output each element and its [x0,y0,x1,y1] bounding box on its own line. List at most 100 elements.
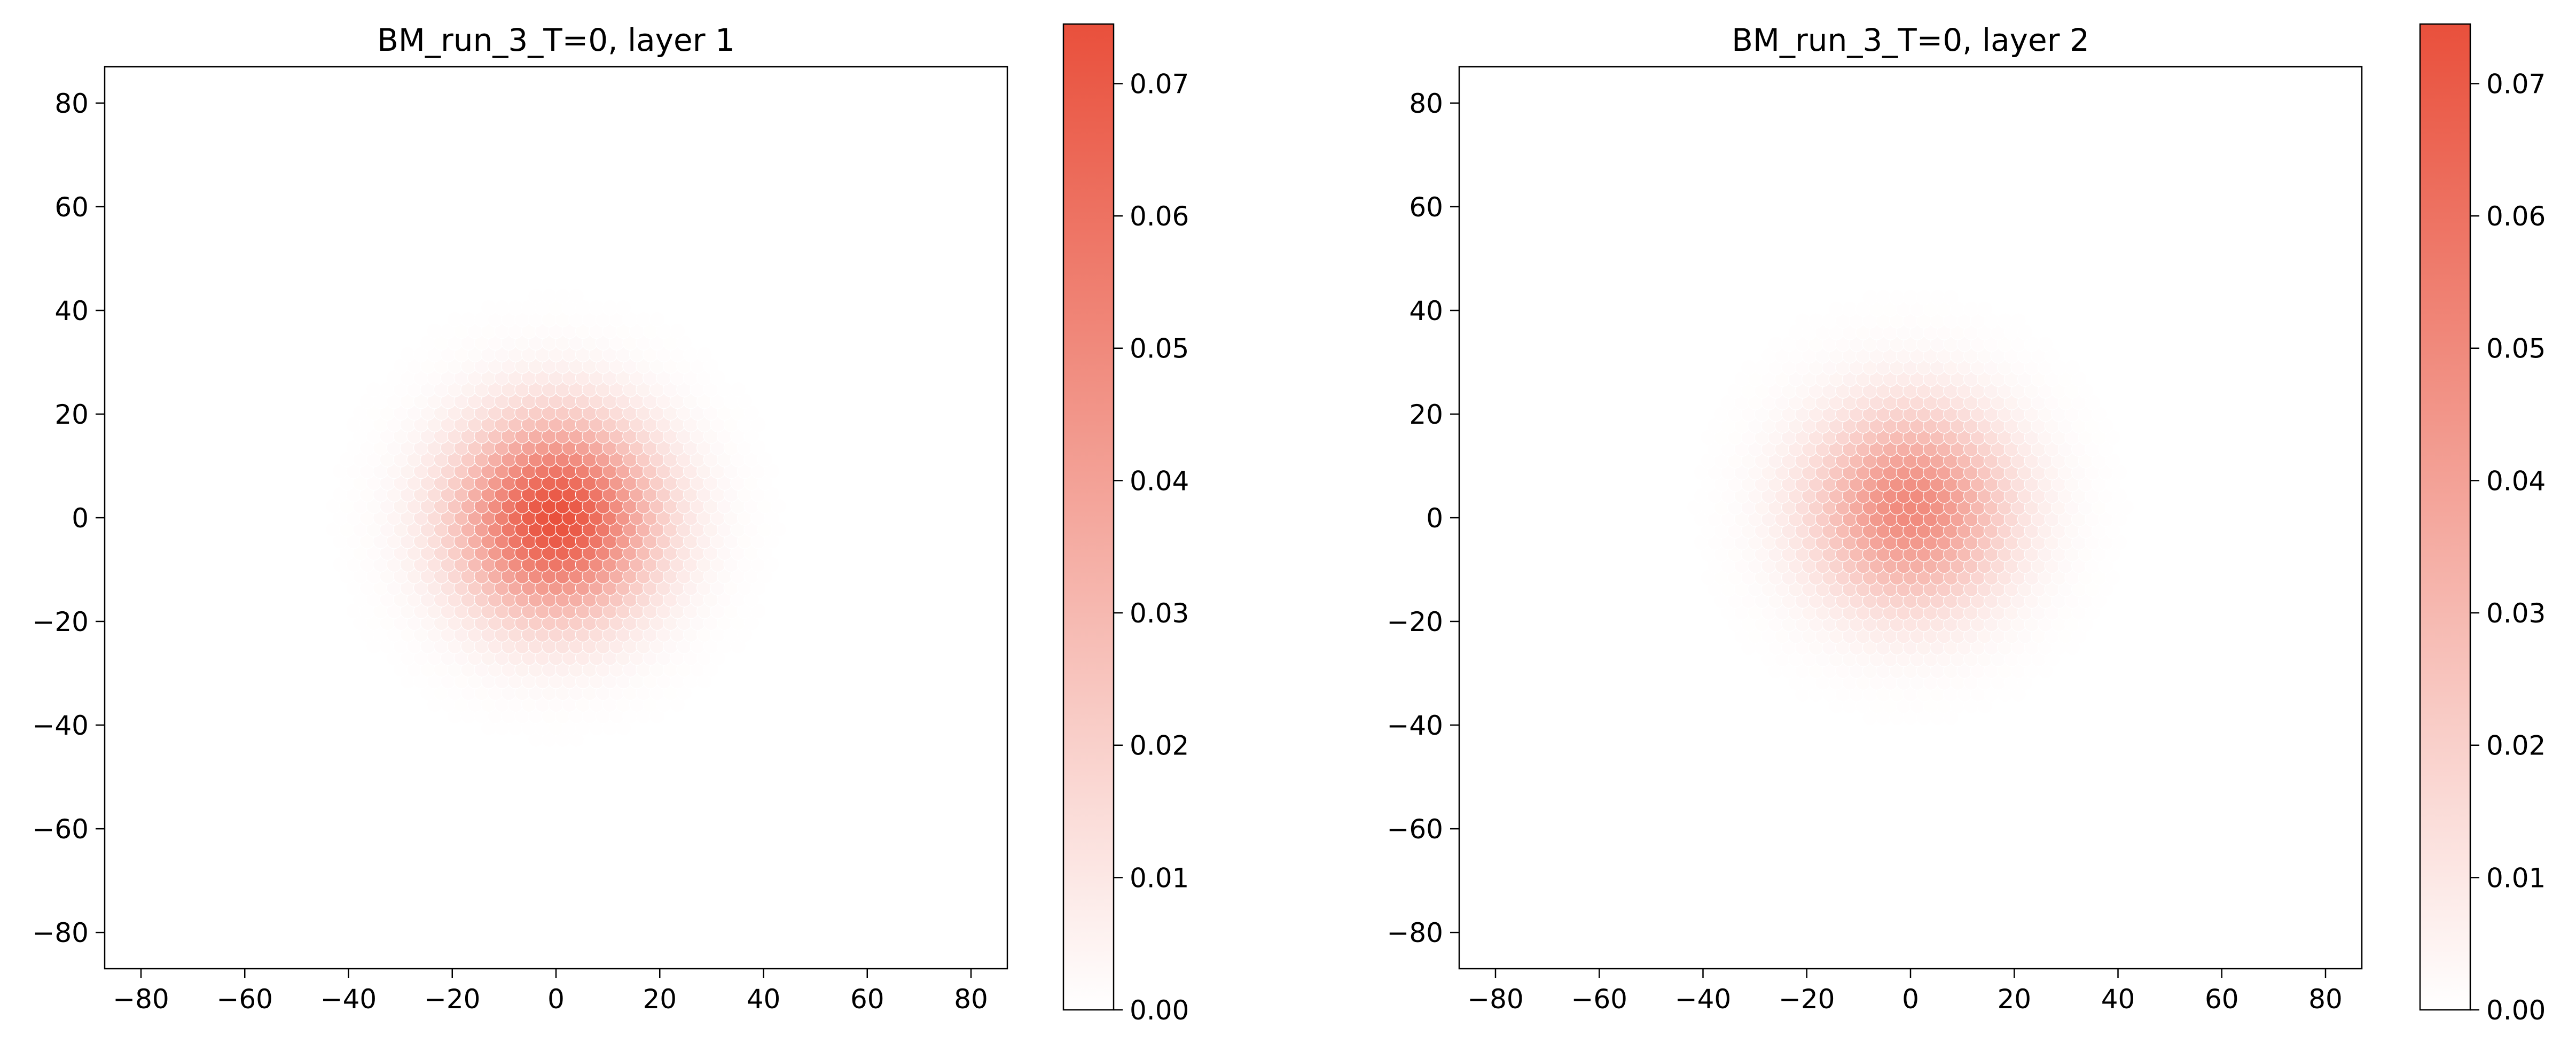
y-tick-label: −40 [1387,710,1443,741]
heatmap-cell [750,416,766,433]
heatmap-cell [737,626,753,643]
heatmap-cell [568,288,584,304]
y-tick-label: −40 [32,710,89,741]
colorbar-tick-label: 0.03 [1130,598,1189,629]
panel-layer-1: BM_run_3_T=0, layer 1 −80 −60 −40 −20 0 20 40 60… [32,22,1189,1026]
heatmap-cell [541,288,558,304]
heatmap-cell [2064,359,2080,376]
heatmap-cell [710,650,726,666]
heatmap-cell [2105,476,2121,492]
heatmap-cell [1902,289,1919,306]
heatmap-cell [757,474,773,491]
heatmap-cell [764,533,780,549]
heatmap-cell [703,661,719,678]
heatmap-cell [2105,569,2121,586]
colorbar-tick-label: 0.04 [1130,465,1189,496]
colorbar-tick-label: 0.05 [1130,333,1189,364]
heatmap-cell [2105,523,2121,539]
heatmap-cell [1963,301,1979,317]
heatmap-cell [649,708,665,725]
colorbar-fill [1063,24,1114,1010]
heatmap-cell [710,370,726,386]
heatmap-cell [1977,698,1993,714]
heatmap-cell [764,463,780,479]
y-tick-label: 80 [1409,88,1443,119]
heatmap-cell [427,323,443,339]
heatmap-cell [743,404,760,421]
heatmap-cell [481,300,497,316]
heatmap-cell [770,521,787,538]
heatmap-cell [2010,313,2026,329]
heatmap-cell [1943,289,1959,306]
colorbar-tick-label: 0.06 [2486,201,2546,232]
colorbar-tick-label: 0.00 [2486,995,2546,1026]
x-tick-label: −80 [113,984,169,1015]
x-tick-label: −60 [1571,984,1627,1015]
heatmap-cell [2118,499,2134,516]
heatmap-cell [696,673,712,689]
heatmap-cell [1875,289,1892,306]
x-tick-label: 60 [850,984,884,1015]
heatmap-cell [764,486,780,503]
heatmap-cell [743,428,760,444]
heatmap-cell [757,568,773,584]
heatmap-cell [2098,558,2114,574]
x-tick-label: 20 [643,984,677,1015]
x-tick-label: 0 [1902,984,1919,1015]
colorbar-tick-label: 0.02 [2486,730,2546,761]
heatmap-cell [507,300,523,316]
heatmap-cells [1687,289,2134,726]
heatmap-cell [615,300,632,316]
heatmap-cell [1808,313,1824,329]
heatmap-cell [1977,301,1993,317]
heatmap-cell [743,591,760,608]
x-tick-label: 40 [747,984,781,1015]
heatmap-cell [1767,336,1784,352]
heatmap-cell [2064,639,2080,656]
colorbar-tick-label: 0.01 [1130,862,1189,893]
heatmap-cell [2044,651,2060,667]
heatmap-cell [1795,313,1811,329]
heatmap-cell [2017,324,2033,340]
heatmap-cell [2105,453,2121,469]
heatmap-cell [2105,546,2121,562]
heatmap-cell [669,323,686,339]
heatmap-cell [1828,301,1844,317]
colorbar-tick-label: 0.04 [2486,465,2546,496]
heatmap-cell [1929,289,1946,306]
colorbar-tick-label: 0.02 [1130,730,1189,761]
y-tick-label: 80 [54,88,89,119]
heatmap-cell [366,382,382,398]
heatmap-cell [1916,289,1932,306]
heatmap-cell [400,346,416,362]
heatmap-cell [2071,371,2087,387]
heatmap-cell [1889,289,1905,306]
heatmap-cell [669,696,686,713]
heatmap-cell [2085,394,2101,410]
x-tick-label: −20 [424,984,481,1015]
heatmap-cell [447,312,463,328]
colorbar-fill [2420,24,2470,1010]
heatmap-cell [2091,406,2108,422]
colorbar-tick-label: 0.01 [2486,862,2546,893]
x-tick-label: −80 [1467,984,1524,1015]
heatmap-cell [2098,441,2114,457]
heatmap-cell [2091,593,2108,609]
heatmap-cell [757,544,773,561]
heatmap-cell [1862,289,1878,306]
x-tick-label: −60 [216,984,273,1015]
heatmap-cell [2098,581,2114,597]
y-tick-label: 20 [1409,399,1443,430]
heatmap-cell [602,300,618,316]
heatmap-cell [764,556,780,573]
y-tick-label: −80 [32,917,89,948]
heatmap-cell [2044,347,2060,364]
y-tick-label: −60 [1387,814,1443,845]
colorbar-tick-label: 0.00 [1130,995,1189,1026]
heatmap-cell [1997,313,2013,329]
heatmap-cell [676,334,692,351]
chart-title: BM_run_3_T=0, layer 1 [377,22,735,58]
heatmap-cell [2078,383,2094,399]
x-tick-label: −40 [320,984,377,1015]
heatmap-cell [2078,616,2094,632]
